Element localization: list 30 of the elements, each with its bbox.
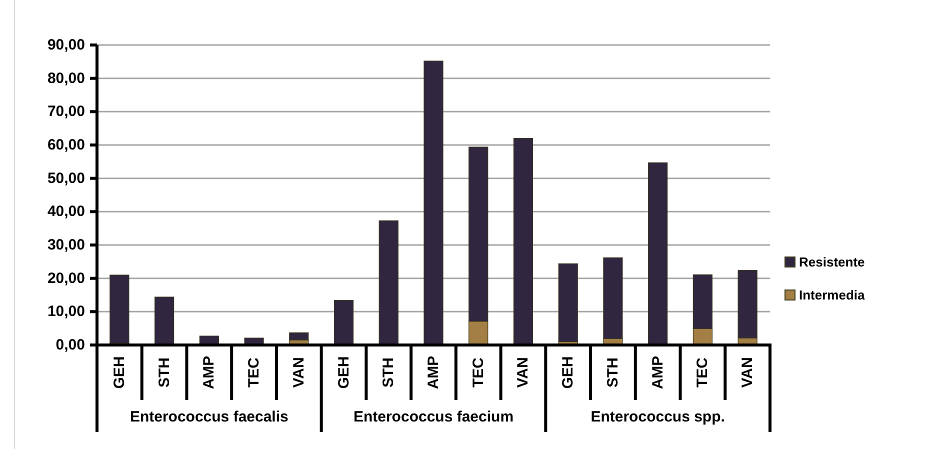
x-tick-label: TEC — [470, 357, 487, 388]
y-tick-label: 60,00 — [47, 136, 85, 154]
text: Enterococcus spp. — [590, 408, 725, 426]
text: Enterococcus faecium — [353, 408, 514, 426]
x-tick-label: GEH — [110, 356, 128, 389]
y-tick-label: 40,00 — [47, 203, 85, 220]
y-tick-label: 30,00 — [47, 236, 85, 254]
x-tick-label: AMP — [425, 356, 442, 390]
x-tick-label: VAN — [514, 357, 532, 388]
x-tick-label: STH — [604, 358, 622, 388]
x-tick-label: GEH — [335, 356, 352, 389]
y-tick-label: 0,00 — [56, 336, 85, 354]
x-tick-label: STH — [156, 358, 173, 388]
x-tick-label: GEH — [560, 356, 577, 389]
x-tick-label: AMP — [200, 356, 218, 390]
text: Enterococcus faecalis — [130, 408, 288, 426]
x-tick-label: VAN — [739, 357, 756, 388]
y-tick-label: 20,00 — [47, 270, 85, 287]
y-tick-label: 80,00 — [47, 70, 85, 87]
x-tick-label: TEC — [694, 357, 712, 388]
legend-label: Resistente — [799, 254, 865, 270]
legend-label: Intermedia — [799, 288, 866, 302]
y-tick-label: 70,00 — [47, 103, 85, 120]
y-tick-label: 10,00 — [47, 303, 85, 320]
x-tick-label: AMP — [649, 356, 666, 390]
x-tick-label: STH — [380, 358, 398, 388]
x-tick-label: VAN — [290, 357, 308, 388]
y-tick-label: 90,00 — [47, 36, 85, 54]
x-tick-label: TEC — [246, 357, 263, 388]
y-tick-label: 50,00 — [47, 170, 85, 187]
